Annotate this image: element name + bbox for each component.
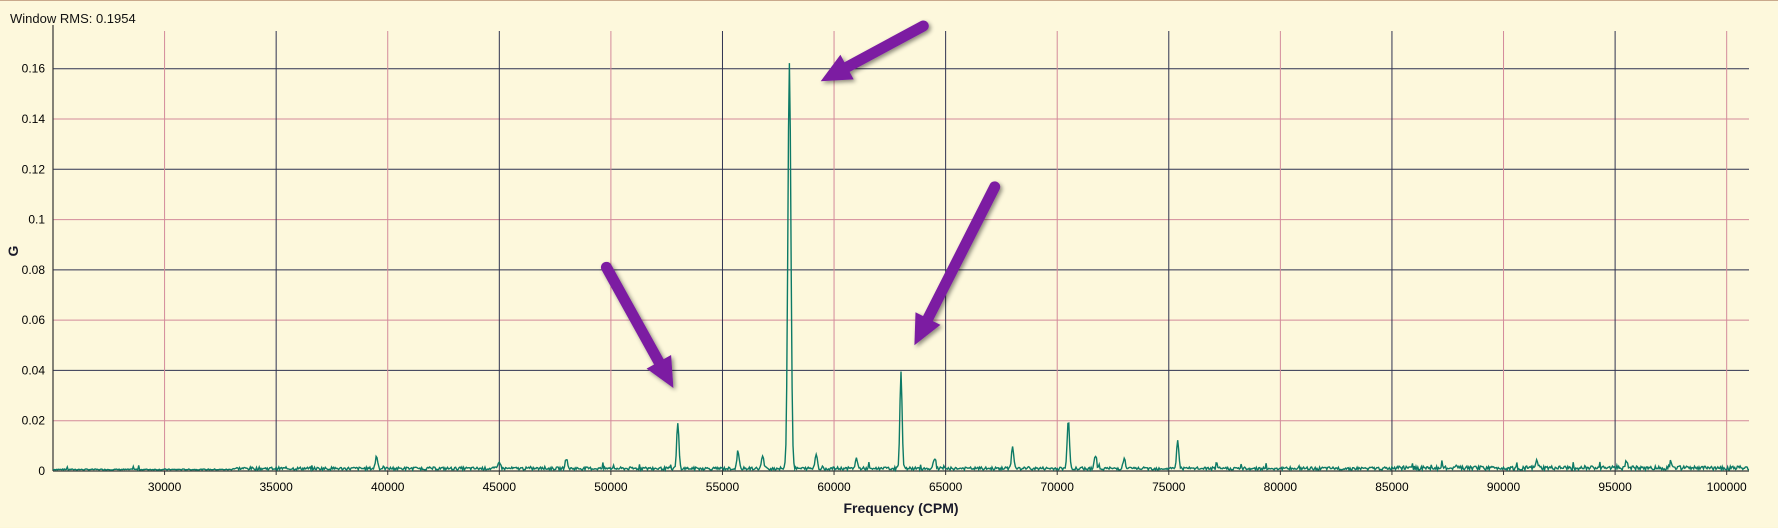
x-tick-label: 35000 [259, 480, 293, 494]
axes [52, 25, 1749, 472]
grid [53, 31, 1749, 471]
arrow-shaft [841, 20, 929, 73]
x-tick-label: 95000 [1598, 480, 1632, 494]
x-tick-label: 80000 [1264, 480, 1298, 494]
arrow-head [646, 355, 674, 388]
annotation-arrows [600, 20, 1001, 388]
x-tick-label: 60000 [817, 480, 851, 494]
x-tick-label: 65000 [929, 480, 963, 494]
y-tick-label: 0.08 [22, 263, 46, 277]
y-tick-labels: 0 0.02 0.04 0.06 0.08 0.1 0.12 0.14 0.16 [22, 62, 46, 478]
arrow-shaft [600, 261, 665, 368]
y-tick-label: 0.16 [22, 62, 46, 76]
arrow-shaft [922, 181, 1001, 325]
x-tick-labels: 30000 35000 40000 45000 50000 55000 60000 65000… [148, 471, 1747, 494]
x-tick-label: 30000 [148, 480, 182, 494]
x-tick-label: 70000 [1041, 480, 1075, 494]
spectrum-trace [52, 63, 1750, 473]
y-tick-label: 0.14 [22, 112, 46, 126]
y-tick-label: 0.02 [22, 414, 46, 428]
y-tick-label: 0.06 [22, 313, 46, 327]
x-tick-label: 50000 [594, 480, 628, 494]
y-tick-label: 0.04 [22, 363, 46, 377]
annotation-arrow [914, 181, 1001, 346]
y-tick-label: 0 [38, 464, 45, 478]
annotation-arrow [600, 261, 674, 388]
x-tick-label: 85000 [1375, 480, 1409, 494]
x-tick-label: 100000 [1707, 480, 1747, 494]
x-tick-label: 90000 [1487, 480, 1521, 494]
annotation-arrow [820, 20, 929, 82]
y-tick-label: 0.1 [28, 213, 45, 227]
x-tick-label: 55000 [706, 480, 740, 494]
x-tick-label: 45000 [483, 480, 517, 494]
x-axis-title: Frequency (CPM) [843, 500, 958, 516]
x-tick-label: 75000 [1152, 480, 1186, 494]
window-rms-label: Window RMS: 0.1954 [10, 11, 136, 26]
y-tick-label: 0.12 [22, 162, 46, 176]
x-tick-label: 40000 [371, 480, 405, 494]
arrow-head [820, 54, 854, 82]
y-axis-title: G [5, 245, 21, 256]
arrow-head [914, 312, 941, 346]
